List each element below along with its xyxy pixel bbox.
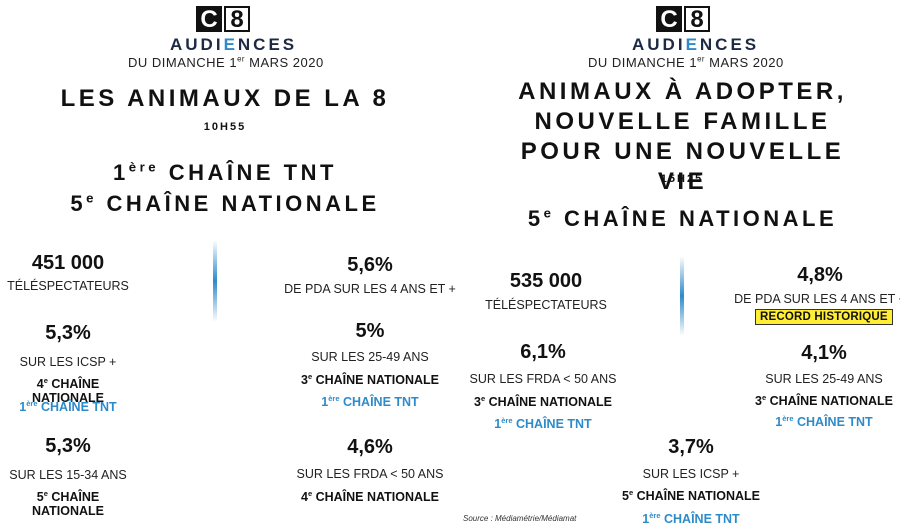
audiences-title-left: AUDIENCES bbox=[170, 35, 298, 54]
program-title-right-line3: POUR UNE NOUVELLE VIE bbox=[520, 138, 845, 195]
divider-right bbox=[680, 256, 684, 336]
broadcast-date-left: DU DIMANCHE 1er MARS 2020 bbox=[128, 54, 324, 70]
viewers-right: 535 000 bbox=[509, 270, 583, 292]
pda-label-right: DE PDA SUR LES 4 ANS ET + bbox=[734, 292, 900, 306]
program-time-right: 15H25 bbox=[660, 173, 704, 185]
frda-label-right: SUR LES FRDA < 50 ANS bbox=[469, 372, 617, 386]
source-note: Source : Médiamétrie/Médiamat bbox=[463, 514, 577, 523]
a2549-tnt-rank-left: 1ère CHAÎNE TNT bbox=[321, 393, 419, 409]
frda-share-right: 6,1% bbox=[520, 341, 566, 363]
rank-tnt-left: 1ère CHAÎNE TNT bbox=[113, 159, 337, 185]
frda-share-left: 4,6% bbox=[347, 436, 393, 458]
viewers-left: 451 000 bbox=[31, 252, 105, 274]
a2549-share-right: 4,1% bbox=[801, 342, 847, 364]
logo-c: C bbox=[656, 6, 682, 33]
frda-label-left: SUR LES FRDA < 50 ANS bbox=[296, 467, 444, 481]
c8-logo-left: C 8 bbox=[196, 6, 250, 33]
audiences-title-right: AUDIENCES bbox=[632, 35, 760, 54]
frda-national-rank-right: 3e CHAÎNE NATIONALE bbox=[474, 393, 612, 409]
a2549-tnt-rank-right: 1ère CHAÎNE TNT bbox=[775, 413, 873, 429]
pda-share-right: 4,8% bbox=[797, 264, 843, 286]
icsp-national-rank-right: 5e CHAÎNE NATIONALE bbox=[622, 487, 760, 503]
viewers-label-right: TÉLÉSPECTATEURS bbox=[485, 298, 607, 312]
icsp-tnt-rank-left: 1ère CHAÎNE TNT bbox=[19, 398, 117, 414]
a2549-label-left: SUR LES 25-49 ANS bbox=[311, 350, 429, 364]
frda-tnt-rank-right: 1ère CHAÎNE TNT bbox=[494, 415, 592, 431]
pda-share-left: 5,6% bbox=[347, 254, 393, 276]
a2549-national-rank-left: 3e CHAÎNE NATIONALE bbox=[301, 371, 439, 387]
a1534-national-rank-left: 5e CHAÎNE NATIONALE bbox=[32, 488, 104, 518]
viewers-label-left: TÉLÉSPECTATEURS bbox=[7, 279, 129, 293]
a1534-share-left: 5,3% bbox=[45, 435, 91, 457]
icsp-share-left: 5,3% bbox=[45, 322, 91, 344]
frda-national-rank-left: 4e CHAÎNE NATIONALE bbox=[301, 488, 439, 504]
a2549-share-left: 5% bbox=[355, 320, 385, 342]
logo-8: 8 bbox=[684, 6, 710, 32]
icsp-share-right: 3,7% bbox=[668, 436, 714, 458]
logo-c: C bbox=[196, 6, 222, 33]
logo-8: 8 bbox=[224, 6, 250, 32]
a2549-national-rank-right: 3e CHAÎNE NATIONALE bbox=[755, 392, 893, 408]
pda-label-left: DE PDA SUR LES 4 ANS ET + bbox=[284, 282, 456, 296]
divider-left bbox=[213, 240, 217, 322]
program-title-right-line1: ANIMAUX À ADOPTER, bbox=[518, 78, 847, 105]
icsp-label-left: SUR LES ICSP + bbox=[19, 355, 117, 369]
c8-logo-right: C 8 bbox=[656, 6, 710, 33]
a1534-label-left: SUR LES 15-34 ANS bbox=[9, 468, 127, 482]
broadcast-date-right: DU DIMANCHE 1er MARS 2020 bbox=[588, 54, 784, 70]
program-title-left: LES ANIMAUX DE LA 8 bbox=[60, 85, 390, 112]
icsp-tnt-rank-right: 1ère CHAÎNE TNT bbox=[642, 510, 740, 526]
a2549-label-right: SUR LES 25-49 ANS bbox=[765, 372, 883, 386]
rank-national-right: 5e CHAÎNE NATIONALE bbox=[527, 205, 838, 231]
program-title-right-line2: NOUVELLE FAMILLE bbox=[534, 108, 831, 135]
rank-national-left: 5e CHAÎNE NATIONALE bbox=[70, 190, 380, 216]
record-historique-badge: RECORD HISTORIQUE bbox=[755, 309, 893, 325]
program-time-left: 10H55 bbox=[203, 121, 247, 133]
icsp-national-rank-left: 4e CHAÎNE NATIONALE bbox=[32, 375, 104, 405]
icsp-label-right: SUR LES ICSP + bbox=[642, 467, 740, 481]
